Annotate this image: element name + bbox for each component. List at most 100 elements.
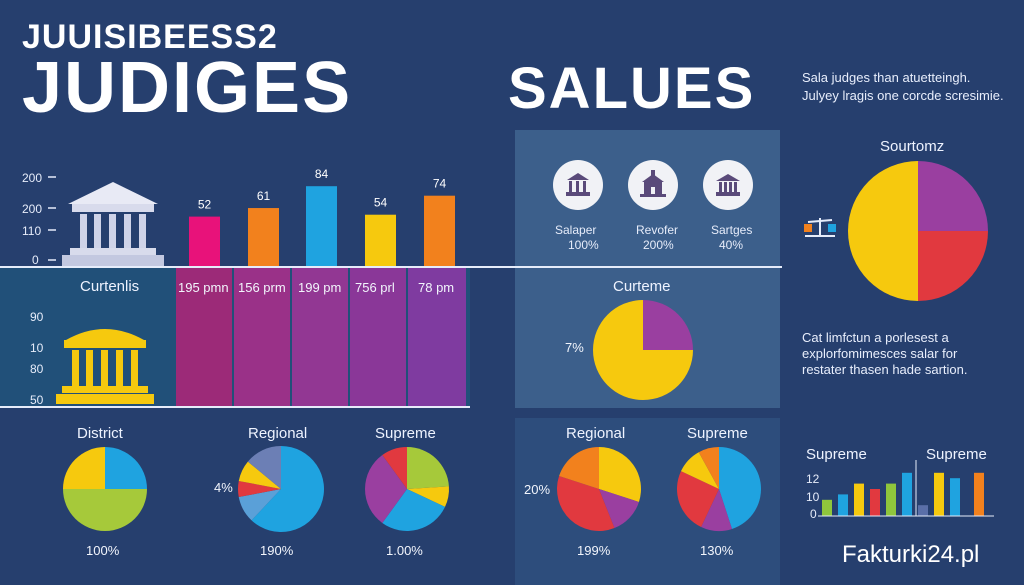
- band-title: Curtenlis: [80, 278, 140, 295]
- pie-side-label: 20%: [524, 482, 551, 497]
- small-bar: [886, 483, 896, 516]
- y-tick-label: 110: [22, 224, 42, 238]
- pie-slice: [238, 461, 281, 489]
- bar: [248, 208, 279, 266]
- bar-data-label: 52: [198, 198, 212, 212]
- page-title: JUDIGES: [22, 48, 353, 128]
- pie-value: 199%: [577, 543, 611, 558]
- pie-slice: [559, 447, 599, 489]
- small-bar: [950, 478, 960, 516]
- pie-slice: [407, 486, 449, 507]
- band-column-label: 199 pm: [298, 280, 342, 295]
- pie-value: 100%: [86, 543, 120, 558]
- icon-card-label: Salaper: [555, 223, 597, 237]
- icon-card-label: Revofer: [636, 223, 679, 237]
- district-pie: [63, 447, 147, 531]
- salaries-title: SALUES: [508, 56, 756, 121]
- pie-slice: [557, 476, 615, 531]
- pie-slice: [63, 489, 147, 531]
- courthouse-icon: [56, 329, 154, 404]
- pie-slice: [680, 452, 719, 489]
- pie-slice: [677, 471, 719, 528]
- pie-slice: [105, 447, 147, 489]
- y-tick-label: 0: [32, 253, 39, 267]
- pie-slice: [365, 455, 407, 523]
- band-column: [292, 268, 348, 406]
- small-bar: [870, 489, 880, 516]
- sourtomz-pie: [848, 161, 988, 301]
- regional-pie: [557, 447, 641, 531]
- judges-bar-chart: 52 61 84 54 74: [48, 167, 455, 266]
- bar-data-label: 74: [433, 177, 447, 191]
- small-chart-y-tick: 10: [806, 490, 820, 504]
- pie-title: Regional: [248, 425, 308, 442]
- band-column: [408, 268, 466, 406]
- pie-title: Supreme: [375, 425, 436, 442]
- pie-slice: [407, 447, 449, 489]
- pie-title: Supreme: [687, 425, 748, 442]
- small-chart-y-tick: 12: [806, 472, 820, 486]
- icon-card-label: Sartges: [711, 223, 753, 237]
- pie-value: 1.00%: [386, 543, 423, 558]
- pie-slice: [701, 489, 732, 531]
- intro-line-2: Julyey lragis one corcde scresimie.: [802, 88, 1004, 103]
- small-bar: [902, 472, 912, 516]
- pie-value: 190%: [260, 543, 294, 558]
- pie-value: 130%: [700, 543, 734, 558]
- pie-slice: [918, 161, 988, 231]
- band-column-label: 156 prm: [238, 280, 286, 295]
- icon-card-value: 200%: [643, 238, 674, 252]
- supreme-pie: [677, 447, 761, 531]
- small-bar-chart: [818, 460, 994, 517]
- pie-slice: [643, 300, 693, 350]
- band-column-label: 78 pm: [418, 280, 455, 295]
- pie-title: District: [77, 425, 123, 442]
- pie-slice: [599, 447, 641, 502]
- supreme-pie: [365, 447, 449, 531]
- bar: [189, 216, 220, 266]
- y-tick-label: 200: [22, 171, 43, 185]
- pie-slice: [251, 446, 324, 532]
- bar-data-label: 54: [374, 196, 388, 210]
- sourtomz-title: Sourtomz: [880, 138, 945, 155]
- band-y-tick: 90: [30, 310, 44, 324]
- side-text-line-1: Cat limfctun a porlesest a: [802, 330, 949, 345]
- icon-card-value: 100%: [568, 238, 599, 252]
- courthouse-icon: [553, 160, 603, 210]
- bar: [365, 214, 396, 266]
- brand-watermark: Fakturki24.pl: [842, 541, 980, 568]
- pie-slice: [599, 489, 639, 529]
- axis-line: [0, 266, 782, 268]
- temple-icon: [703, 160, 753, 210]
- pie-slice: [238, 480, 281, 498]
- pie-slice: [918, 231, 988, 301]
- bar: [306, 186, 337, 266]
- bar: [424, 195, 455, 266]
- pie-slice: [247, 446, 281, 489]
- small-bar: [934, 472, 944, 516]
- pie-slice: [238, 489, 281, 521]
- curteme-title: Curteme: [613, 278, 671, 295]
- band-y-tick: 80: [30, 362, 44, 376]
- side-text-line-3: restater thasen hade sartion.: [802, 362, 968, 377]
- pie-slice: [63, 447, 105, 489]
- scale-icon: [804, 218, 836, 237]
- regional-pie: [238, 446, 324, 532]
- small-bar: [974, 472, 984, 516]
- pie-slice: [848, 161, 918, 301]
- band-y-tick: 10: [30, 341, 44, 355]
- small-chart-y-tick: 0: [810, 507, 817, 521]
- bar-data-label: 61: [257, 189, 271, 203]
- pie-title: Regional: [566, 425, 626, 442]
- small-chart-title: Supreme: [806, 446, 867, 463]
- small-bar: [822, 499, 832, 516]
- band-bottom-line: [0, 406, 470, 408]
- band-column: [350, 268, 406, 406]
- pie-slice: [382, 447, 407, 489]
- small-bar: [838, 494, 848, 516]
- header-kicker: JUUISIBEESS2: [22, 18, 278, 56]
- pie-slice: [593, 300, 693, 400]
- intro-line-1: Sala judges than atuetteingh.: [802, 70, 971, 85]
- y-tick-label: 200: [22, 202, 43, 216]
- pie-slice: [698, 447, 719, 489]
